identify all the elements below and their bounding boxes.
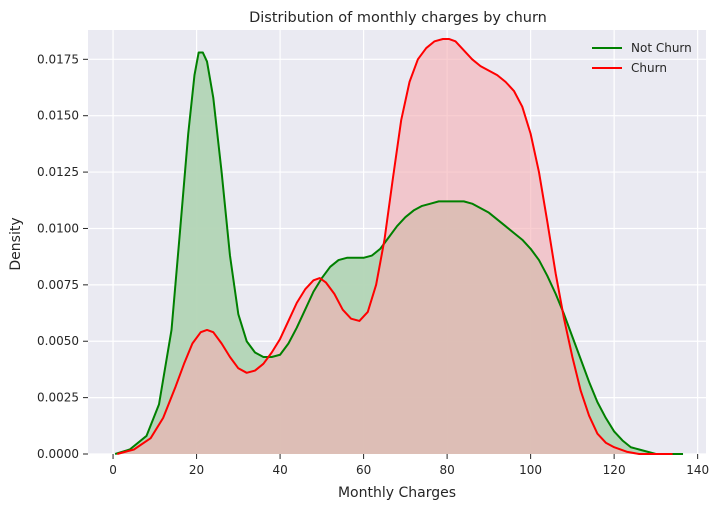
x-tick-label: 0 bbox=[109, 463, 117, 477]
y-tick-label: 0.0150 bbox=[37, 109, 79, 123]
y-tick-label: 0.0050 bbox=[37, 334, 79, 348]
y-tick-label: 0.0075 bbox=[37, 278, 79, 292]
x-tick-label: 20 bbox=[189, 463, 204, 477]
y-tick-label: 0.0025 bbox=[37, 391, 79, 405]
churn-area bbox=[117, 39, 673, 455]
y-tick-label: 0.0100 bbox=[37, 221, 79, 235]
chart-title: Distribution of monthly charges by churn bbox=[249, 10, 547, 26]
ticks: 0 20 40 60 80 100 120 140 0.0000 0.0025 0.0050 0.00… bbox=[37, 52, 709, 477]
legend: Not Churn Churn bbox=[592, 41, 692, 75]
x-tick-label: 140 bbox=[686, 463, 709, 477]
x-tick-label: 120 bbox=[603, 463, 626, 477]
legend-label-not-churn: Not Churn bbox=[631, 41, 692, 55]
x-tick-label: 80 bbox=[439, 463, 454, 477]
y-axis-label: Density bbox=[8, 217, 24, 270]
y-tick-label: 0.0000 bbox=[37, 447, 79, 461]
x-tick-label: 40 bbox=[272, 463, 287, 477]
legend-label-churn: Churn bbox=[631, 61, 667, 75]
not-churn-line bbox=[114, 51, 684, 455]
y-tick-label: 0.0125 bbox=[37, 165, 79, 179]
series-layer bbox=[114, 38, 684, 455]
x-axis-label: Monthly Charges bbox=[338, 485, 456, 501]
churn-line bbox=[116, 38, 673, 455]
y-tick-label: 0.0175 bbox=[37, 52, 79, 66]
x-tick-label: 60 bbox=[356, 463, 371, 477]
x-tick-label: 100 bbox=[519, 463, 542, 477]
